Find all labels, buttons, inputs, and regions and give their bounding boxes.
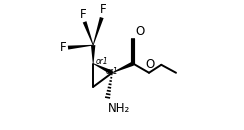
Polygon shape: [112, 61, 134, 73]
Polygon shape: [91, 45, 95, 64]
Text: O: O: [145, 58, 154, 71]
Polygon shape: [68, 45, 93, 50]
Text: O: O: [136, 25, 145, 38]
Text: F: F: [100, 3, 106, 16]
Polygon shape: [93, 17, 104, 45]
Text: F: F: [80, 8, 87, 21]
Polygon shape: [93, 63, 113, 75]
Text: or1: or1: [105, 67, 118, 76]
Text: F: F: [60, 41, 66, 54]
Text: NH₂: NH₂: [108, 102, 130, 115]
Polygon shape: [83, 21, 93, 45]
Text: or1: or1: [96, 57, 108, 66]
